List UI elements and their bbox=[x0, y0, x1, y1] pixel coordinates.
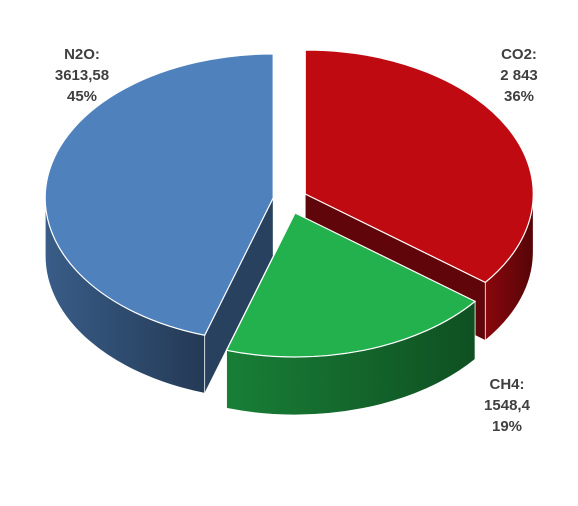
label-n2o-value: 3613,58 bbox=[55, 67, 109, 84]
slice-co2 bbox=[304, 49, 534, 284]
slice-labels: CO2: 2 843 36% N2O: 3613,58 45% CH4: 154… bbox=[55, 46, 538, 435]
label-ch4-value: 1548,4 bbox=[484, 397, 531, 414]
slice-ch4 bbox=[225, 212, 477, 358]
pie-slices bbox=[44, 49, 534, 416]
slice-n2o bbox=[44, 53, 274, 336]
label-n2o-percent: 45% bbox=[67, 88, 97, 105]
label-n2o-name: N2O: bbox=[64, 46, 100, 63]
label-ch4-name: CH4: bbox=[489, 376, 524, 393]
label-co2-percent: 36% bbox=[504, 88, 534, 105]
label-co2-name: CO2: bbox=[501, 46, 537, 63]
label-ch4-percent: 19% bbox=[492, 418, 522, 435]
label-co2-value: 2 843 bbox=[500, 67, 538, 84]
